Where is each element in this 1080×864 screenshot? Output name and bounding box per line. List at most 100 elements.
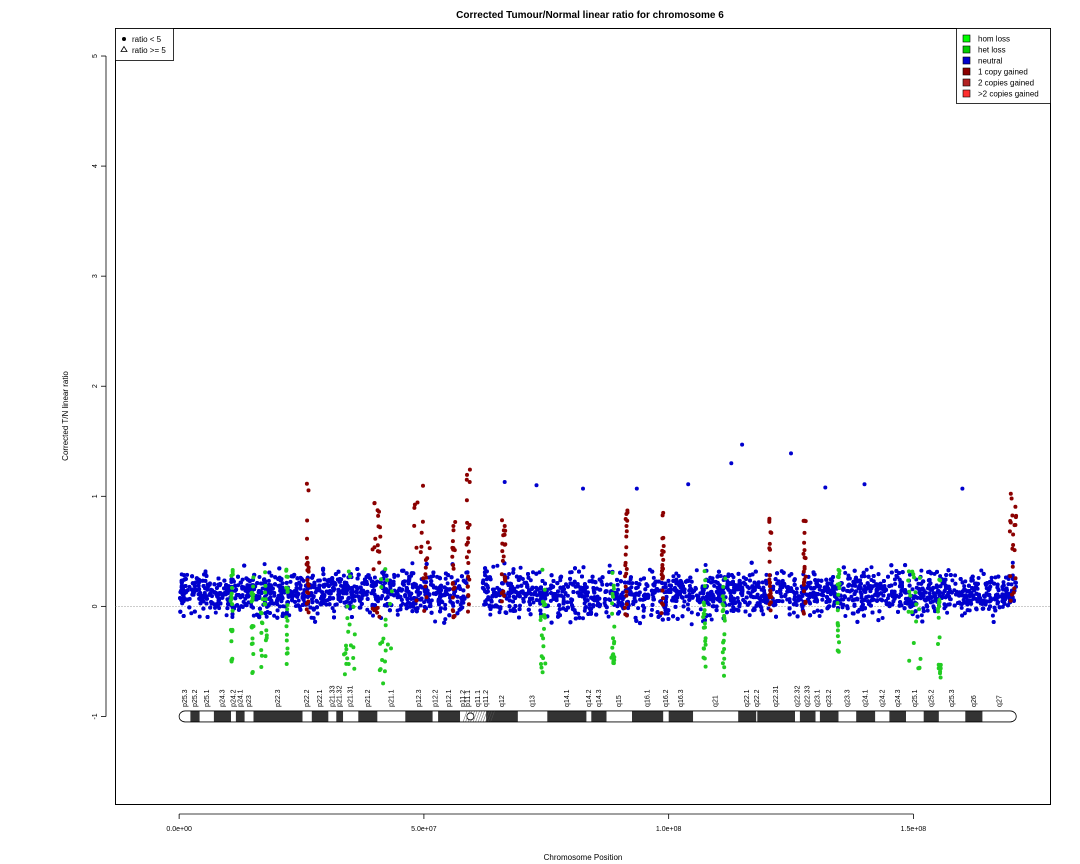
- neutral-point: [1005, 603, 1010, 608]
- neutral-point: [225, 606, 230, 611]
- neutral-point: [526, 572, 530, 576]
- neutral-point: [929, 571, 934, 576]
- neutral-point: [412, 596, 417, 600]
- neutral-point: [365, 607, 370, 612]
- neutral-point: [849, 594, 854, 599]
- neutral-point: [322, 577, 327, 582]
- neutral-point: [840, 605, 845, 610]
- neutral-point: [642, 597, 647, 602]
- neutral-point: [296, 598, 301, 603]
- neutral-point: [698, 607, 703, 612]
- neutral-point: [821, 593, 825, 598]
- neutral-point: [726, 574, 731, 579]
- neutral-point: [269, 573, 274, 578]
- neutral-point: [712, 583, 717, 588]
- neutral-point: [674, 581, 679, 586]
- neutral-point: [873, 583, 878, 587]
- neutral-point: [927, 591, 932, 596]
- neutral-point: [245, 586, 250, 591]
- neutral-point: [921, 609, 926, 614]
- neutral-point: [946, 568, 951, 573]
- neutral-point: [270, 586, 275, 591]
- neutral-point: [959, 605, 964, 610]
- neutral-point: [965, 598, 970, 603]
- neutral-point: [405, 605, 410, 610]
- neutral-point: [429, 610, 434, 615]
- neutral-point: [957, 593, 962, 598]
- neutral-point: [485, 597, 490, 602]
- neutral-point: [500, 581, 505, 586]
- neutral-point: [233, 596, 238, 601]
- neutral-point: [711, 604, 716, 609]
- neutral-point: [864, 567, 869, 572]
- neutral-point: [671, 614, 676, 619]
- neutral-point: [852, 602, 857, 607]
- neutral-point: [750, 589, 755, 594]
- neutral-point: [364, 592, 369, 597]
- neutral-point: [354, 589, 359, 594]
- neutral-point: [511, 567, 516, 572]
- neutral-point: [365, 589, 370, 594]
- neutral-point: [385, 595, 390, 600]
- neutral-point: [280, 581, 285, 586]
- neutral-point: [182, 573, 187, 578]
- neutral-point: [822, 585, 827, 590]
- neutral-point: [240, 586, 245, 591]
- neutral-point: [480, 580, 485, 585]
- neutral-point: [380, 570, 385, 575]
- neutral-point: [209, 587, 213, 592]
- neutral-point: [334, 602, 339, 607]
- neutral-point: [585, 593, 590, 598]
- neutral-point: [310, 600, 315, 605]
- neutral-point: [374, 597, 379, 602]
- neutral-point: [259, 581, 263, 586]
- neutral-point: [950, 578, 955, 583]
- neutral-point: [571, 590, 576, 594]
- neutral-point: [267, 570, 272, 575]
- neutral-point: [794, 586, 799, 591]
- neutral-point: [180, 601, 185, 606]
- neutral-point: [485, 589, 490, 594]
- neutral-point: [889, 563, 894, 568]
- x-axis-label: Chromosome Position: [544, 853, 623, 862]
- neutral-point: [327, 602, 332, 607]
- neutral-point: [249, 604, 254, 609]
- neutral-point: [992, 605, 997, 610]
- neutral-point: [498, 605, 503, 610]
- neutral-point: [886, 593, 891, 598]
- neutral-point: [604, 610, 609, 615]
- neutral-point: [273, 575, 278, 580]
- neutral-point: [371, 584, 376, 589]
- neutral-point: [681, 604, 686, 609]
- neutral-point: [850, 583, 855, 588]
- y-tick-label: 3: [92, 274, 99, 278]
- neutral-point: [398, 607, 403, 612]
- neutral-point: [410, 585, 415, 590]
- neutral-point: [807, 595, 812, 600]
- neutral-point: [650, 569, 655, 574]
- neutral-points: [178, 560, 1018, 627]
- neutral-point: [689, 595, 694, 600]
- neutral-point: [813, 578, 818, 583]
- neutral-point: [859, 595, 864, 600]
- neutral-point: [279, 599, 284, 604]
- neutral-point: [352, 598, 357, 603]
- neutral-point: [995, 594, 1000, 599]
- neutral-point: [703, 618, 707, 623]
- neutral-point: [202, 572, 207, 577]
- neutral-point: [298, 583, 303, 588]
- neutral-point: [455, 599, 460, 604]
- neutral-point: [240, 593, 245, 598]
- neutral-point: [660, 617, 665, 622]
- neutral-point: [271, 601, 276, 606]
- neutral-point: [820, 597, 825, 602]
- neutral-point: [638, 597, 643, 602]
- y-tick-label: 1: [92, 494, 99, 498]
- neutral-point: [877, 609, 882, 614]
- neutral-point: [224, 613, 229, 618]
- neutral-point: [932, 594, 937, 599]
- neutral-point: [711, 594, 715, 599]
- neutral-point: [336, 592, 341, 597]
- neutral-point: [819, 578, 824, 583]
- neutral-point: [235, 603, 240, 607]
